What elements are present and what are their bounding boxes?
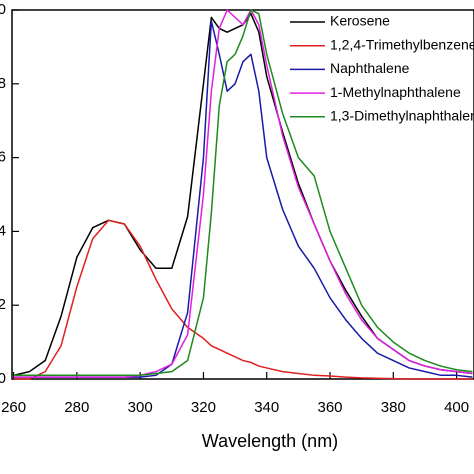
- x-tick-label: 360: [318, 399, 343, 416]
- y-tick-label: 0.8: [0, 75, 6, 92]
- legend-label: 1-Methylnaphthalene: [330, 84, 461, 100]
- series-line: [13, 9, 473, 378]
- x-tick-label: 340: [254, 399, 279, 416]
- y-tick-label: 0.2: [0, 296, 6, 313]
- x-tick-label: 380: [381, 399, 406, 416]
- y-tick-label: 0.0: [0, 370, 6, 387]
- x-tick-label: 400: [444, 399, 469, 416]
- legend-label: Naphthalene: [330, 60, 410, 76]
- x-tick-label: 300: [128, 399, 153, 416]
- y-tick-label: 0.6: [0, 149, 6, 166]
- x-tick-label: 260: [1, 399, 26, 416]
- x-axis-label: Wavelength (nm): [202, 431, 338, 451]
- x-tick-label: 320: [191, 399, 216, 416]
- x-tick-label: 280: [64, 399, 89, 416]
- legend-label: Kerosene: [330, 13, 390, 29]
- series-line: [13, 9, 473, 377]
- legend-label: 1,2,4-Trimethylbenzene: [330, 36, 474, 52]
- series-line: [13, 219, 473, 380]
- y-tick-label: 0.4: [0, 222, 6, 239]
- legend: Kerosene 1,2,4-Trimethylbenzene Naphthalen…: [290, 13, 474, 124]
- y-tick-label: 1.0: [0, 1, 6, 18]
- legend-label: 1,3-Dimethylnaphthalene: [330, 108, 474, 124]
- plot-frame: [11, 9, 474, 380]
